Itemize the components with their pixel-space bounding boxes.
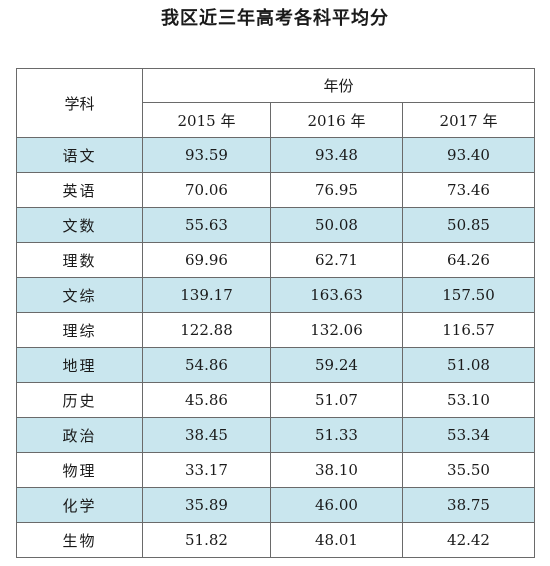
table-row: 政治 38.45 51.33 53.34 xyxy=(16,417,536,453)
score-cell: 35.89 xyxy=(142,487,271,523)
score-cell: 139.17 xyxy=(142,277,271,313)
score-cell: 54.86 xyxy=(142,347,271,383)
subject-cell: 物理 xyxy=(16,452,143,488)
score-cell: 55.63 xyxy=(142,207,271,243)
score-cell: 50.08 xyxy=(270,207,403,243)
score-cell: 59.24 xyxy=(270,347,403,383)
score-cell: 51.08 xyxy=(401,347,536,383)
table-row: 物理 33.17 38.10 35.50 xyxy=(16,452,536,488)
score-cell: 33.17 xyxy=(142,452,271,488)
score-cell: 73.46 xyxy=(401,172,536,208)
subject-cell: 地理 xyxy=(16,347,143,383)
score-cell: 93.59 xyxy=(142,137,271,173)
score-cell: 69.96 xyxy=(142,242,271,278)
score-cell: 38.75 xyxy=(401,487,536,523)
subject-cell: 英语 xyxy=(16,172,143,208)
score-cell: 122.88 xyxy=(142,312,271,348)
table-row: 历史 45.86 51.07 53.10 xyxy=(16,382,536,418)
subject-cell: 化学 xyxy=(16,487,143,523)
score-cell: 76.95 xyxy=(270,172,403,208)
score-cell: 116.57 xyxy=(401,312,536,348)
score-cell: 132.06 xyxy=(270,312,403,348)
score-cell: 51.33 xyxy=(270,417,403,453)
score-cell: 157.50 xyxy=(401,277,536,313)
score-cell: 45.86 xyxy=(142,382,271,418)
subject-cell: 理综 xyxy=(16,312,143,348)
score-cell: 64.26 xyxy=(401,242,536,278)
table-row: 生物 51.82 48.01 42.42 xyxy=(16,522,536,558)
subject-cell: 政治 xyxy=(16,417,143,453)
score-cell: 51.82 xyxy=(142,522,271,558)
score-cell: 53.34 xyxy=(401,417,536,453)
subject-cell: 文综 xyxy=(16,277,143,313)
table-row: 语文 93.59 93.48 93.40 xyxy=(16,137,536,173)
score-cell: 46.00 xyxy=(270,487,403,523)
score-cell: 163.63 xyxy=(270,277,403,313)
score-cell: 93.40 xyxy=(401,137,536,173)
year-2016-header: 2016 年 xyxy=(270,102,403,138)
year-2017-header: 2017 年 xyxy=(401,102,536,138)
year-header: 年份 xyxy=(141,68,536,103)
subject-header: 学科 xyxy=(16,68,143,138)
subject-cell: 历史 xyxy=(16,382,143,418)
score-cell: 35.50 xyxy=(401,452,536,488)
score-cell: 38.45 xyxy=(142,417,271,453)
table-row: 英语 70.06 76.95 73.46 xyxy=(16,172,536,208)
score-cell: 53.10 xyxy=(401,382,536,418)
score-cell: 48.01 xyxy=(270,522,403,558)
table-row: 地理 54.86 59.24 51.08 xyxy=(16,347,536,383)
score-cell: 42.42 xyxy=(401,522,536,558)
score-cell: 50.85 xyxy=(401,207,536,243)
score-cell: 70.06 xyxy=(142,172,271,208)
subject-cell: 理数 xyxy=(16,242,143,278)
page-title: 我区近三年高考各科平均分 xyxy=(161,8,389,29)
score-cell: 51.07 xyxy=(270,382,403,418)
subject-cell: 语文 xyxy=(16,137,143,173)
table-row: 理综 122.88 132.06 116.57 xyxy=(16,312,536,348)
score-cell: 93.48 xyxy=(270,137,403,173)
score-cell: 62.71 xyxy=(270,242,403,278)
score-cell: 38.10 xyxy=(270,452,403,488)
subject-cell: 文数 xyxy=(16,207,143,243)
table-row: 化学 35.89 46.00 38.75 xyxy=(16,487,536,523)
table-row: 文数 55.63 50.08 50.85 xyxy=(16,207,536,243)
subject-cell: 生物 xyxy=(16,522,143,558)
table-row: 理数 69.96 62.71 64.26 xyxy=(16,242,536,278)
table-row: 文综 139.17 163.63 157.50 xyxy=(16,277,536,313)
score-table: 学科 年份 2015 年 2016 年 2017 年 语文 93.59 93.4… xyxy=(16,68,536,558)
year-2015-header: 2015 年 xyxy=(142,102,271,138)
